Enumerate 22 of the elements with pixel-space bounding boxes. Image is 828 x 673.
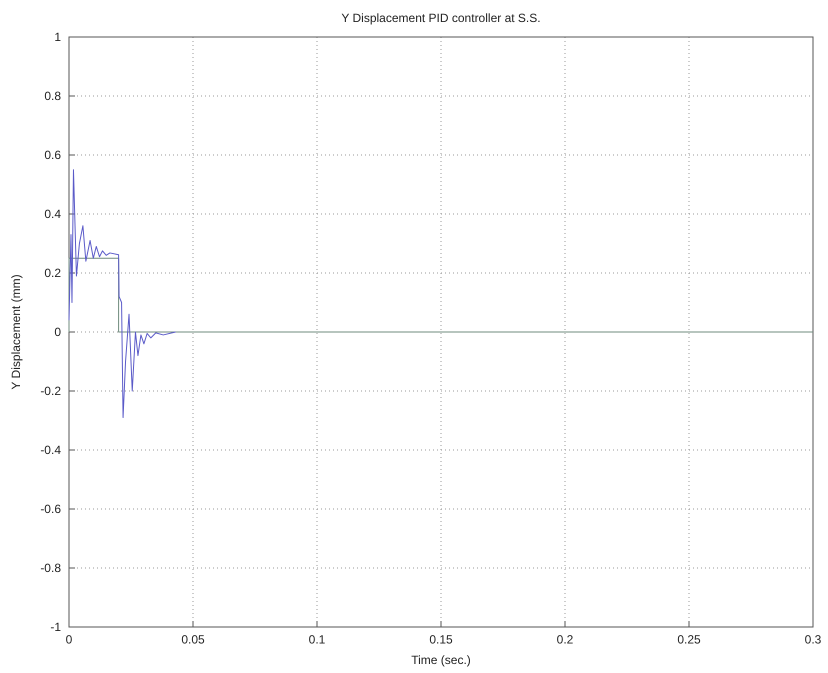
chart-title: Y Displacement PID controller at S.S.: [341, 11, 541, 25]
x-tick-label: 0: [66, 632, 73, 647]
x-tick-label: 0.1: [308, 632, 326, 647]
x-tick-label: 0.2: [556, 632, 574, 647]
x-axis-title: Time (sec.): [411, 653, 471, 667]
x-tick-label: 0.25: [677, 632, 701, 647]
x-tick-label: 0.3: [804, 632, 822, 647]
y-tick-label: -0.8: [40, 560, 62, 575]
y-tick-label: 1: [54, 30, 62, 44]
y-tick-label: 0.6: [44, 148, 62, 162]
y-tick-label: 0.2: [44, 266, 62, 280]
y-tick-label: -0.2: [40, 384, 62, 398]
y-tick-label: 0.4: [44, 206, 62, 221]
x-tick-label: 0.05: [181, 632, 205, 647]
x-tick-label: 0.15: [429, 632, 453, 647]
y-tick-label: 0: [54, 324, 62, 339]
y-tick-label: -0.6: [40, 502, 62, 516]
y-tick-label: -1: [50, 620, 62, 634]
y-tick-label: -0.4: [40, 442, 62, 457]
y-tick-label: 0.8: [44, 88, 62, 103]
y-axis-title: Y Displacement (mm): [9, 274, 23, 390]
line-series: [68, 169, 176, 418]
